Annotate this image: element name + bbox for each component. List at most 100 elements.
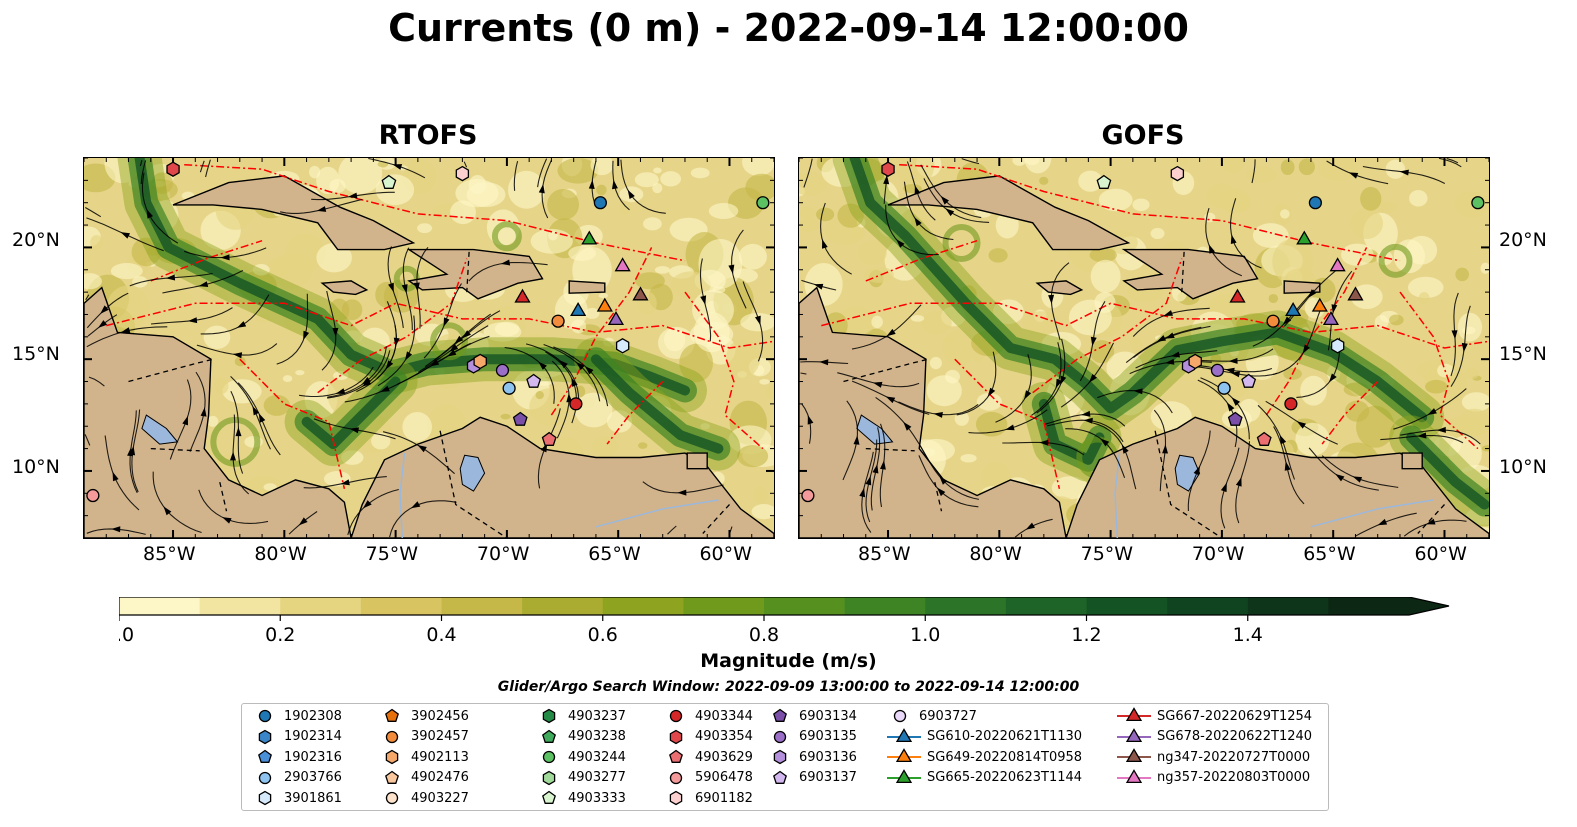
colorbar-swatch bbox=[280, 597, 362, 615]
legend-label: 6903134 bbox=[799, 708, 857, 724]
colorbar-swatch bbox=[1328, 597, 1410, 615]
legend-item: SG678-20220622T1240 bbox=[1117, 727, 1312, 747]
platform-marker bbox=[1322, 310, 1340, 326]
panel-title-rtofs: RTOFS bbox=[378, 120, 478, 151]
legend-marker bbox=[773, 730, 787, 743]
pentagon-marker-icon bbox=[385, 770, 399, 784]
legend-marker bbox=[258, 790, 272, 806]
legend-label: 6903137 bbox=[799, 770, 857, 785]
lat-tick-right: 10°N bbox=[1499, 456, 1547, 478]
pentagon-marker-icon bbox=[542, 729, 556, 743]
legend-marker bbox=[669, 729, 683, 744]
current-jets bbox=[117, 158, 741, 471]
platform-marker bbox=[1311, 297, 1328, 312]
land bbox=[84, 175, 774, 538]
legend-item: 4902113 bbox=[379, 747, 469, 767]
colorbar-label: Magnitude (m/s) bbox=[700, 650, 877, 672]
legend-label: 6903135 bbox=[799, 729, 857, 744]
legend-label: 4903244 bbox=[568, 749, 626, 765]
legend-marker bbox=[895, 727, 913, 742]
legend-item: 4903238 bbox=[536, 727, 626, 747]
current-jets bbox=[832, 158, 1489, 527]
lon-tick-label: 75°W bbox=[365, 543, 419, 565]
legend-item: ng347-20220727T0000 bbox=[1117, 747, 1310, 767]
legend-item: 4903344 bbox=[663, 706, 753, 726]
legend-label: SG649-20220814T0958 bbox=[927, 749, 1083, 765]
platform-marker bbox=[502, 381, 516, 395]
colorbar-swatch bbox=[1247, 597, 1329, 615]
legend-label: 3902457 bbox=[411, 729, 469, 744]
platform-marker bbox=[514, 288, 531, 303]
lon-tick-label: 70°W bbox=[1191, 543, 1245, 565]
legend-item: 3902457 bbox=[379, 727, 469, 747]
legend-label: 4903237 bbox=[568, 708, 626, 724]
legend-label: ng347-20220727T0000 bbox=[1157, 749, 1311, 765]
legend-marker bbox=[542, 708, 556, 724]
platform-marker bbox=[1241, 373, 1257, 388]
lat-tick-left: 10°N bbox=[12, 456, 60, 478]
colorbar-tick-label: 0.2 bbox=[265, 624, 295, 646]
platform-marker bbox=[455, 165, 470, 182]
legend-marker bbox=[385, 791, 399, 805]
triangle-marker-icon bbox=[1117, 748, 1151, 763]
hexagon-marker-icon bbox=[258, 729, 272, 744]
legend-label: SG610-20220621T1130 bbox=[927, 729, 1083, 744]
legend-label: 1902316 bbox=[284, 749, 342, 765]
legend-label: 4903277 bbox=[568, 770, 626, 785]
legend-marker bbox=[669, 771, 683, 784]
colorbar-tick-label: 1.2 bbox=[1071, 624, 1101, 646]
legend-item: 6903137 bbox=[767, 768, 857, 788]
pentagon-marker-icon bbox=[258, 749, 272, 763]
platform-marker bbox=[1266, 314, 1280, 328]
legend-label: 4903227 bbox=[411, 790, 469, 806]
legend-item: SG610-20220621T1130 bbox=[887, 727, 1082, 747]
legend-item: 1902316 bbox=[252, 747, 342, 767]
lon-tick-label: 65°W bbox=[588, 543, 641, 565]
legend-marker bbox=[895, 748, 913, 763]
lon-tick-label: 60°W bbox=[1414, 543, 1467, 565]
legend-item: 6903135 bbox=[767, 727, 857, 747]
search-window-text: Glider/Argo Search Window: 2022-09-09 13… bbox=[497, 679, 1080, 695]
platform-marker bbox=[1285, 301, 1302, 317]
lon-tick-label: 60°W bbox=[699, 543, 752, 565]
pentagon-marker-icon bbox=[542, 790, 556, 804]
legend-label: 4903333 bbox=[568, 790, 626, 806]
hexagon-marker-icon bbox=[258, 790, 272, 806]
legend-marker bbox=[893, 709, 907, 723]
platform-marker bbox=[614, 257, 631, 272]
colorbar-swatch bbox=[360, 597, 442, 615]
panel-title-gofs: GOFS bbox=[1101, 120, 1185, 151]
legend-marker bbox=[669, 709, 683, 723]
axis-ticks bbox=[799, 158, 1489, 538]
legend-marker bbox=[773, 708, 787, 722]
legend-item: 4903629 bbox=[663, 747, 753, 767]
colorbar-tick-label: 0.8 bbox=[749, 624, 779, 646]
legend-item: SG665-20220623T1144 bbox=[887, 768, 1082, 788]
colorbar-swatch bbox=[764, 597, 846, 615]
legend-label: 4903629 bbox=[695, 749, 753, 765]
circle-marker-icon bbox=[258, 709, 272, 723]
circle-marker-icon bbox=[669, 709, 683, 723]
platform-marker bbox=[1227, 411, 1243, 426]
circle-marker-icon bbox=[669, 771, 683, 784]
streamlines bbox=[84, 158, 764, 538]
triangle-marker-icon bbox=[1117, 727, 1151, 742]
circle-marker-icon bbox=[893, 709, 907, 723]
legend-item: 4903277 bbox=[536, 768, 626, 788]
platform-marker bbox=[495, 363, 510, 377]
triangle-marker-icon bbox=[1117, 707, 1151, 722]
hexagon-marker-icon bbox=[385, 749, 399, 765]
circle-marker-icon bbox=[258, 771, 272, 784]
hexagon-marker-icon bbox=[542, 770, 556, 785]
lat-tick-right: 20°N bbox=[1499, 229, 1547, 251]
triangle-marker-icon bbox=[887, 748, 921, 763]
colorbar-swatch bbox=[683, 597, 765, 615]
legend-item: 4902476 bbox=[379, 768, 469, 788]
legend-marker bbox=[258, 729, 272, 744]
legend-item: 4903333 bbox=[536, 788, 626, 808]
colorbar-swatch bbox=[844, 597, 926, 615]
legend-item: 3902456 bbox=[379, 706, 469, 726]
lat-tick-right: 15°N bbox=[1499, 343, 1547, 365]
legend-marker bbox=[385, 730, 399, 743]
legend-label: 4902476 bbox=[411, 770, 469, 785]
